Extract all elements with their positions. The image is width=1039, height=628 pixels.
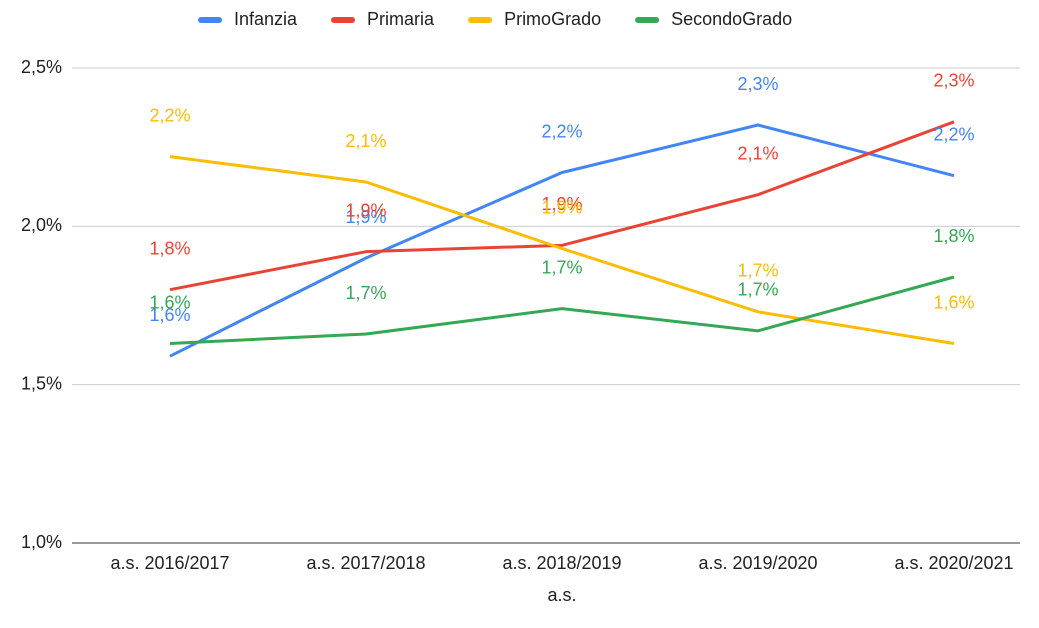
x-axis-title: a.s. [547,585,576,605]
data-label: 1,7% [737,280,778,300]
legend-swatch [331,17,356,23]
x-tick-label: a.s. 2020/2021 [894,553,1013,573]
data-label: 2,1% [737,143,778,163]
data-label: 2,2% [149,105,190,125]
legend-swatch [198,17,222,23]
data-label: 1,9% [541,197,582,217]
data-label: 1,9% [345,207,386,227]
data-label: 2,2% [541,121,582,141]
data-label: 1,7% [345,283,386,303]
x-tick-label: a.s. 2017/2018 [306,553,425,573]
data-label: 2,3% [737,74,778,94]
data-label: 1,9% [345,200,386,220]
line [169,123,955,358]
line [169,120,955,292]
legend-swatch [468,17,493,23]
y-tick-label: 1,5% [21,373,62,393]
data-label: 2,1% [345,131,386,151]
data-label: 2,2% [933,124,974,144]
legend-swatch [635,17,660,23]
data-label: 1,6% [149,292,190,312]
legend-label: PrimoGrado [504,9,601,29]
data-label: 1,8% [149,238,190,258]
data-label: 1,7% [737,261,778,281]
x-tick-label: a.s. 2016/2017 [110,553,229,573]
legend-label: Infanzia [234,9,298,29]
data-label: 2,3% [933,71,974,91]
data-label: 1,6% [149,305,190,325]
line [169,155,955,345]
line [169,275,955,345]
legend-label: Primaria [367,9,435,29]
data-label: 1,7% [541,257,582,277]
y-tick-label: 1,0% [21,532,62,552]
legend-label: SecondoGrado [671,9,792,29]
x-tick-label: a.s. 2018/2019 [502,553,621,573]
data-label: 1,6% [933,292,974,312]
x-tick-label: a.s. 2019/2020 [698,553,817,573]
data-label: 1,8% [933,226,974,246]
y-tick-label: 2,0% [21,215,62,235]
data-label: 1,9% [541,194,582,214]
y-tick-label: 2,5% [21,57,62,77]
